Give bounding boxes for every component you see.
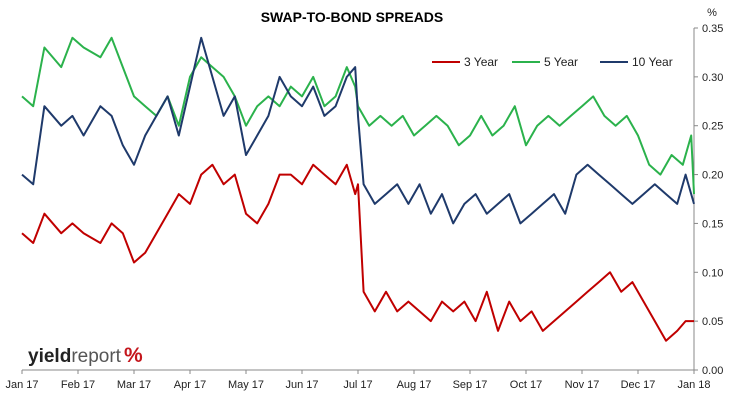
series-line-5-year <box>21 36 695 195</box>
y-tick-label: 0.10 <box>702 267 723 279</box>
x-tick-label: Dec 17 <box>621 379 656 391</box>
y-tick-label: 0.20 <box>702 170 723 182</box>
series-line-10-year <box>21 36 695 225</box>
y-tick-label: 0.25 <box>702 121 723 133</box>
x-tick-label: Jan 17 <box>5 379 38 391</box>
y-tick-label: 0.00 <box>702 365 723 377</box>
svg-text:yieldreport%: yieldreport% <box>28 344 143 367</box>
legend-label: 10 Year <box>632 55 673 69</box>
x-tick-label: Jul 17 <box>343 379 372 391</box>
logo-text-light: report <box>71 346 121 367</box>
y-tick-label: 0.05 <box>702 316 723 328</box>
x-tick-label: Jan 18 <box>677 379 710 391</box>
logo-percent-icon: % <box>124 344 143 367</box>
x-tick-label: Nov 17 <box>565 379 600 391</box>
series-lines <box>21 36 695 342</box>
legend-label: 5 Year <box>544 55 578 69</box>
logo-text-bold: yield <box>28 346 71 367</box>
x-tick-label: Aug 17 <box>397 379 432 391</box>
yieldreport-logo: yieldreport% <box>28 344 143 367</box>
x-tick-label: Apr 17 <box>174 379 206 391</box>
y-tick-label: 0.30 <box>702 72 723 84</box>
x-tick-label: Oct 17 <box>510 379 542 391</box>
x-tick-label: Sep 17 <box>453 379 488 391</box>
chart-title: SWAP-TO-BOND SPREADS <box>261 9 444 25</box>
x-tick-label: Mar 17 <box>117 379 151 391</box>
x-tick-label: Jun 17 <box>285 379 318 391</box>
x-tick-label: Feb 17 <box>61 379 95 391</box>
unit-label: % <box>707 7 717 19</box>
x-axis-ticks: Jan 17 Feb 17 Mar 17 Apr 17 May 17 Jun 17 Jul … <box>5 370 711 391</box>
y-axis-ticks: 0.00 0.05 0.10 0.15 0.20 0.25 0.30 0.35 <box>694 23 723 377</box>
x-tick-label: May 17 <box>228 379 264 391</box>
y-tick-label: 0.15 <box>702 218 723 230</box>
chart-legend: 3 Year 5 Year 10 Year <box>432 55 673 69</box>
legend-label: 3 Year <box>464 55 498 69</box>
series-line-3-year <box>21 163 694 342</box>
y-tick-label: 0.35 <box>702 23 723 35</box>
